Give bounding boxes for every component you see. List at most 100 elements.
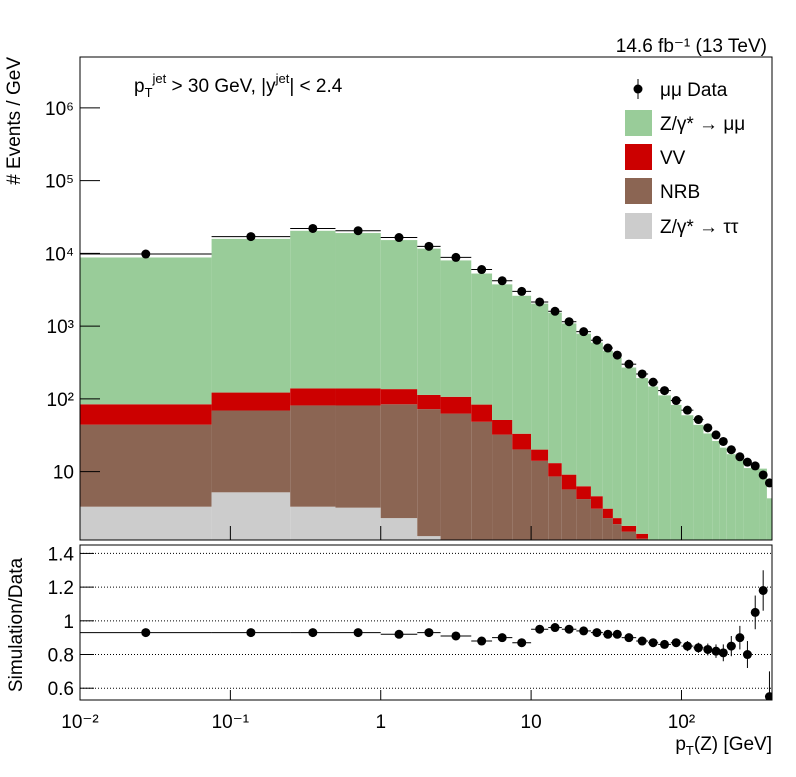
ratio-point <box>726 641 736 651</box>
legend-label: Z/γ* → ττ <box>660 217 739 238</box>
data-point <box>497 276 507 286</box>
data-point <box>394 233 404 243</box>
ratio-point <box>353 628 363 638</box>
ratio-point <box>141 628 151 638</box>
ratio-tick-label: 0.8 <box>48 646 74 667</box>
data-point <box>535 297 545 307</box>
x-tick-label: 10⁻² <box>61 712 99 733</box>
ratio-axis-title: Simulation/Data <box>6 558 27 693</box>
data-point <box>141 249 151 259</box>
hist-bin <box>211 492 291 540</box>
hist-bin <box>380 518 418 540</box>
data-point <box>711 430 721 440</box>
y-tick-label: 10⁵ <box>45 172 74 193</box>
ratio-plot <box>80 552 772 700</box>
ratio-point <box>735 633 745 643</box>
hist-bin <box>561 474 577 490</box>
hist-bin <box>590 496 603 509</box>
ratio-tick-label: 1.2 <box>48 578 74 599</box>
ratio-point <box>592 628 602 638</box>
ratio-point <box>648 638 658 648</box>
ratio-point <box>693 643 703 653</box>
hist-bin <box>658 395 671 540</box>
hist-bin <box>561 323 577 475</box>
hist-bin <box>612 357 622 519</box>
hist-bin <box>576 486 591 500</box>
hist-bin <box>290 230 336 389</box>
legend: μμ Data Z/γ* → μμ VV NRB Z/γ* → ττ <box>625 79 745 239</box>
x-tick-label: 10² <box>668 712 695 733</box>
hist-bin <box>471 273 493 405</box>
hist-bin <box>590 508 603 540</box>
hist-bin <box>440 260 472 397</box>
ratio-point <box>497 633 507 643</box>
y-tick-label: 10³ <box>47 317 74 338</box>
ratio-point <box>308 628 318 638</box>
hist-bin <box>621 367 637 526</box>
data-point <box>451 252 461 262</box>
hist-bin <box>621 525 637 532</box>
legend-label: VV <box>660 148 686 169</box>
hist-bin <box>492 434 513 540</box>
data-point <box>758 470 768 480</box>
data-point <box>592 335 602 345</box>
ratio-point <box>612 629 622 639</box>
y-tick-label: 10 <box>53 463 74 484</box>
data-point <box>718 436 728 446</box>
hist-bin <box>670 404 682 540</box>
hist-bin <box>576 499 591 540</box>
label-part: jet <box>275 71 290 86</box>
hist-bin <box>602 518 613 540</box>
hist-bin <box>612 524 622 540</box>
hist-bin <box>735 459 744 540</box>
upper-plot <box>80 223 772 540</box>
data-point <box>671 396 681 406</box>
hist-bin <box>681 415 694 540</box>
legend-swatch <box>625 144 652 170</box>
hist-bin <box>602 508 613 519</box>
data-point <box>742 457 752 467</box>
ratio-point <box>550 623 560 633</box>
data-point <box>424 241 434 251</box>
ratio-point <box>742 650 752 660</box>
hist-bin <box>636 538 649 540</box>
label-part: T <box>686 743 694 758</box>
hist-bin <box>548 476 562 540</box>
hist-bin <box>719 447 727 540</box>
y-tick-label: 10⁶ <box>45 99 74 120</box>
ratio-point <box>564 624 574 634</box>
hist-bin <box>743 468 751 540</box>
x-tick-label: 10⁻¹ <box>212 712 250 733</box>
ratio-tick-label: 0.6 <box>48 679 74 700</box>
ratio-point <box>246 628 256 638</box>
hist-bin <box>290 405 336 507</box>
hist-bin <box>693 424 704 540</box>
hist-bin <box>417 394 441 410</box>
ratio-tick-label: 1 <box>63 612 74 633</box>
hist-bin <box>766 498 772 540</box>
hist-bin <box>80 506 212 540</box>
hist-bin <box>561 489 577 540</box>
hist-bin <box>335 405 381 508</box>
hist-bin <box>471 421 493 540</box>
y-axis-title: # Events / GeV <box>4 57 25 185</box>
data-point <box>517 286 527 296</box>
legend-swatch <box>625 110 652 136</box>
ratio-point <box>637 636 647 646</box>
data-point <box>308 223 318 233</box>
data-point <box>612 350 622 360</box>
hist-bin <box>712 440 720 540</box>
lower-frame <box>79 544 773 701</box>
ratio-point <box>764 692 772 700</box>
ratio-point <box>758 585 768 595</box>
ratio-point <box>671 638 681 648</box>
legend-swatch <box>625 213 652 239</box>
hist-bin <box>380 240 418 390</box>
hist-bin <box>380 404 418 519</box>
hist-bin <box>80 424 212 507</box>
ratio-point <box>711 646 721 656</box>
ratio-point <box>394 629 404 639</box>
hist-bin <box>548 463 562 477</box>
hist-bin <box>80 404 212 425</box>
hist-bin <box>750 463 760 540</box>
